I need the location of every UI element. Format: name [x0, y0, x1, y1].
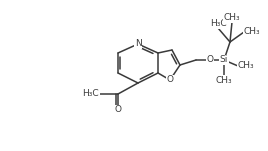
- Text: CH₃: CH₃: [238, 61, 255, 71]
- Text: CH₃: CH₃: [244, 27, 260, 37]
- Text: H₃C: H₃C: [210, 19, 226, 28]
- Text: CH₃: CH₃: [224, 13, 240, 22]
- Text: N: N: [135, 40, 142, 48]
- Text: O: O: [207, 56, 214, 64]
- Text: H₃C: H₃C: [82, 90, 99, 98]
- Text: Si: Si: [220, 56, 228, 64]
- Text: CH₃: CH₃: [216, 76, 232, 85]
- Text: O: O: [166, 76, 173, 85]
- Text: O: O: [114, 106, 121, 114]
